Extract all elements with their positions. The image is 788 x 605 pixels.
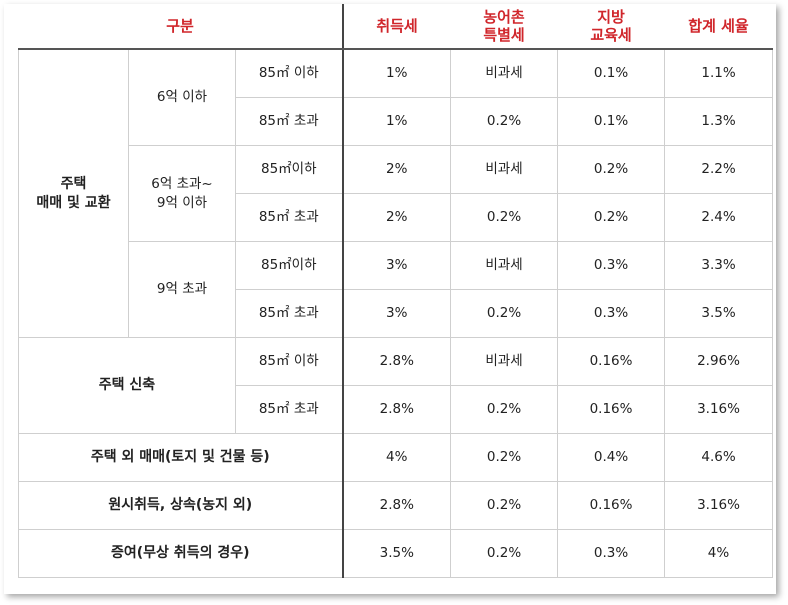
table-row: 주택 신축 85㎡ 이하 2.8% 비과세 0.16% 2.96% [18,337,774,434]
header-row: 구분 취득세 농어촌 특별세 지방 교육세 합계 세율 [18,4,773,50]
edu-tax-cell: 0.2% [557,145,666,194]
rural-tax-cell: 0.2% [450,385,559,434]
total-rate-cell: 1.3% [664,97,774,146]
header-edu-line2: 교육세 [590,26,632,44]
edu-tax-cell: 0.4% [557,433,666,482]
rural-tax-cell: 0.2% [450,481,559,530]
edu-tax-cell: 0.16% [557,481,666,530]
group-new-housing: 주택 신축 [18,337,236,434]
acq-tax-cell: 3% [342,241,452,290]
acquisition-tax-table: 구분 취득세 농어촌 특별세 지방 교육세 합계 세율 주택 매매 및 교환 6… [17,4,774,578]
header-total-rate: 합계 세율 [664,4,773,50]
rural-tax-cell: 0.2% [450,193,559,242]
edu-tax-cell: 0.16% [557,337,666,386]
header-rural-line2: 특별세 [483,26,525,44]
total-rate-cell: 2.96% [664,337,774,386]
header-acquisition-tax: 취득세 [342,4,451,50]
price-band-6-9: 6억 초과~ 9억 이하 [128,145,236,242]
total-rate-cell: 3.5% [664,289,774,338]
total-rate-cell: 2.4% [664,193,774,242]
table-row: 85㎡ 초과 2.8% 0.2% 0.16% 3.16% [19,385,774,434]
area-cell: 85㎡ 이하 [234,48,344,98]
table-row: 85㎡ 초과 3% 0.2% 0.3% 3.5% [19,289,774,338]
group-original-inherit: 원시취득, 상속(농지 외) [17,481,344,530]
edu-tax-cell: 0.1% [557,48,666,98]
area-cell: 85㎡ 이하 [234,337,344,386]
price-band-6-9-line1: 6억 초과~ [151,175,213,192]
area-cell: 85㎡이하 [234,145,344,194]
total-rate-cell: 2.2% [664,145,774,194]
acq-tax-cell: 3.5% [342,529,452,578]
group-non-housing: 주택 외 매매(토지 및 건물 등) [17,433,344,482]
tax-rate-table-frame: 구분 취득세 농어촌 특별세 지방 교육세 합계 세율 주택 매매 및 교환 6… [4,4,776,594]
rural-tax-cell: 비과세 [450,48,559,98]
group-gift: 증여(무상 취득의 경우) [17,529,344,578]
edu-tax-cell: 0.16% [557,385,666,434]
area-cell: 85㎡이하 [234,241,344,290]
table-row: 85㎡ 초과 1% 0.2% 0.1% 1.3% [19,97,774,146]
rural-tax-cell: 비과세 [450,337,559,386]
acq-tax-cell: 4% [342,433,452,482]
acq-tax-cell: 3% [342,289,452,338]
rural-tax-cell: 비과세 [450,145,559,194]
area-cell: 85㎡ 초과 [234,289,344,338]
edu-tax-cell: 0.3% [557,529,666,578]
table-row: 증여(무상 취득의 경우) 3.5% 0.2% 0.3% 4% [17,529,774,578]
rural-tax-cell: 비과세 [450,241,559,290]
rural-tax-cell: 0.2% [450,289,559,338]
acq-tax-cell: 2% [342,145,452,194]
total-rate-cell: 3.16% [664,481,774,530]
header-edu-line1: 지방 [597,8,625,26]
table-row: 주택 외 매매(토지 및 건물 등) 4% 0.2% 0.4% 4.6% [17,433,774,482]
acq-tax-cell: 1% [342,48,452,98]
acq-tax-cell: 2.8% [342,481,452,530]
header-local-education-tax: 지방 교육세 [557,4,665,50]
rural-tax-cell: 0.2% [450,529,559,578]
header-rural-special-tax: 농어촌 특별세 [450,4,558,50]
total-rate-cell: 4% [664,529,774,578]
group-housing-trade-line1: 주택 [60,175,87,192]
price-band-6-under: 6억 이하 [128,48,236,146]
area-cell: 85㎡ 초과 [234,385,344,434]
total-rate-cell: 3.3% [664,241,774,290]
total-rate-cell: 3.16% [664,385,774,434]
table-row: 9억 초과 85㎡이하 3% 비과세 0.3% 3.3% [19,241,774,338]
table-row: 원시취득, 상속(농지 외) 2.8% 0.2% 0.16% 3.16% [17,481,774,530]
price-band-9-over: 9억 초과 [128,241,236,338]
table-row: 6억 초과~ 9억 이하 85㎡이하 2% 비과세 0.2% 2.2% [19,145,774,242]
area-cell: 85㎡ 초과 [234,97,344,146]
total-rate-cell: 4.6% [664,433,774,482]
table-row: 85㎡ 초과 2% 0.2% 0.2% 2.4% [19,193,774,242]
acq-tax-cell: 2.8% [342,337,452,386]
total-rate-cell: 1.1% [664,48,774,98]
header-category: 구분 [18,4,344,50]
edu-tax-cell: 0.3% [557,241,666,290]
rural-tax-cell: 0.2% [450,433,559,482]
group-housing-trade: 주택 매매 및 교환 [18,48,129,338]
group-housing-trade-line2: 매매 및 교환 [36,194,111,211]
acq-tax-cell: 2.8% [342,385,452,434]
area-cell: 85㎡ 초과 [234,193,344,242]
rural-tax-cell: 0.2% [450,97,559,146]
price-band-6-9-line2: 9억 이하 [156,194,208,211]
acq-tax-cell: 2% [342,193,452,242]
header-rural-line1: 농어촌 [483,8,525,26]
table-row: 주택 매매 및 교환 6억 이하 85㎡ 이하 1% 비과세 0.1% 1.1% [18,48,774,338]
edu-tax-cell: 0.1% [557,97,666,146]
acq-tax-cell: 1% [342,97,452,146]
edu-tax-cell: 0.3% [557,289,666,338]
edu-tax-cell: 0.2% [557,193,666,242]
